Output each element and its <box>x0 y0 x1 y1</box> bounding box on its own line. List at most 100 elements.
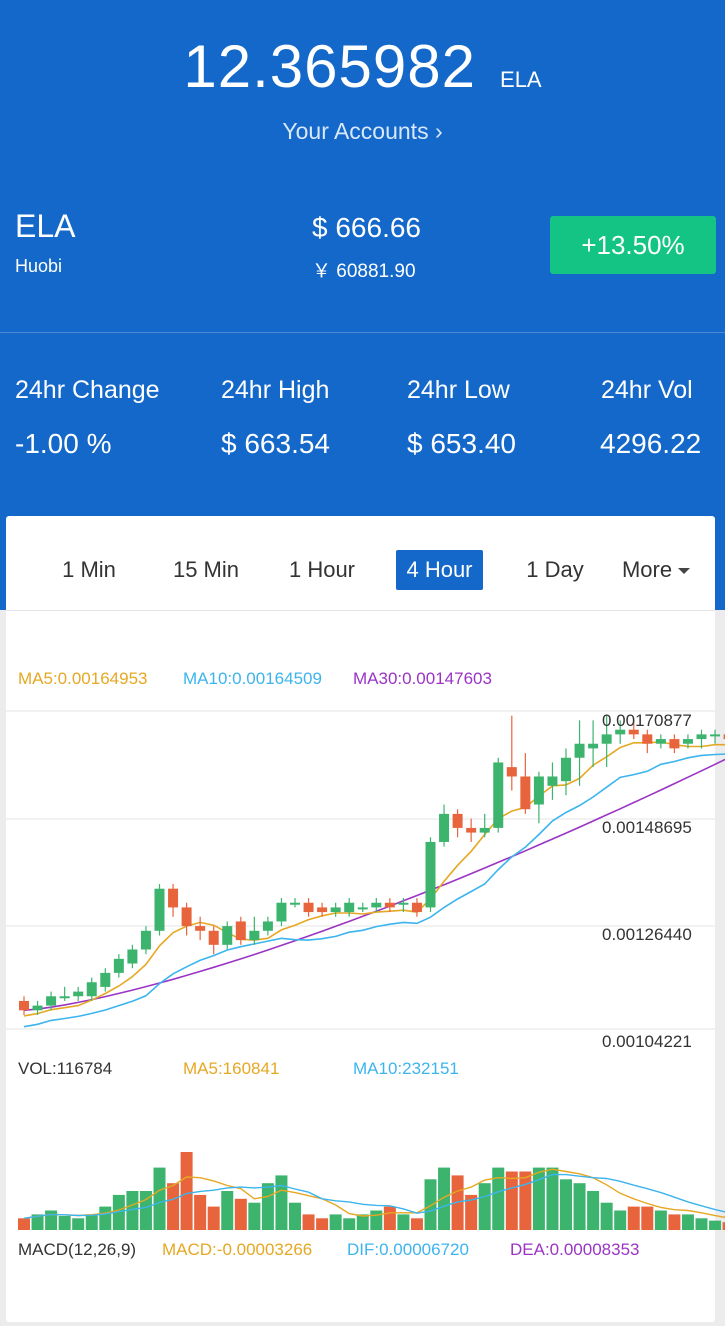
histogram-bar <box>58 1215 71 1230</box>
candle-body <box>317 907 328 913</box>
candle-body <box>411 902 422 913</box>
candle-body <box>601 734 612 744</box>
price-tick-1: 0.00170877 <box>602 711 692 730</box>
candle-body <box>140 930 151 950</box>
candle-body <box>127 949 138 964</box>
histogram-bar <box>519 1171 532 1230</box>
ma30-label: MA30:0.00147603 <box>353 669 492 688</box>
ma10-label: MA10:0.00164509 <box>183 669 322 688</box>
histogram-bar <box>261 1183 274 1230</box>
candle-body <box>655 739 666 744</box>
histogram-bar <box>532 1167 545 1230</box>
dif-label: DIF:0.00006720 <box>347 1240 469 1259</box>
tab-1-min[interactable]: 1 Min <box>62 557 116 582</box>
histogram-bar <box>451 1175 464 1230</box>
candle-body <box>100 972 111 987</box>
candle-body <box>710 734 721 737</box>
tab-more[interactable]: More <box>618 550 694 590</box>
histogram-bar <box>410 1218 423 1230</box>
histogram-bar <box>681 1214 694 1230</box>
histogram-bar <box>654 1210 667 1230</box>
candle-body <box>493 762 504 828</box>
header-panel <box>0 0 725 610</box>
histogram-bar <box>234 1198 247 1230</box>
candle-body <box>86 982 97 997</box>
histogram-bar <box>627 1206 640 1230</box>
interval-tabs: 1 Min 15 Min 1 Hour 4 Hour 1 Day More <box>6 516 715 611</box>
price-tick-3: 0.00126440 <box>602 925 692 944</box>
histogram-bar <box>709 1220 722 1230</box>
price-cny: ￥ 60881.90 <box>312 261 416 282</box>
candle-body <box>181 907 192 927</box>
histogram-bar <box>546 1167 559 1230</box>
histogram-bar <box>275 1175 288 1230</box>
candle-body <box>561 757 571 782</box>
tab-4-hour[interactable]: 4 Hour <box>396 550 483 590</box>
candle-body <box>682 739 693 744</box>
histogram-bar <box>221 1191 234 1230</box>
candle-body <box>398 902 409 905</box>
histogram-bar <box>397 1214 410 1230</box>
histogram-bar <box>465 1194 478 1230</box>
histogram-bar <box>492 1167 505 1230</box>
histogram-bar <box>587 1191 600 1230</box>
macd-value-label: MACD:-0.00003266 <box>162 1240 313 1259</box>
balance: 12.365982 ELA <box>0 32 725 101</box>
histogram-bar <box>72 1218 85 1230</box>
candle-body <box>425 841 436 908</box>
candle-body <box>154 888 165 931</box>
histogram-bar <box>153 1167 166 1230</box>
candle-body <box>574 743 585 758</box>
histogram-bar <box>99 1206 112 1230</box>
histogram-bar <box>560 1179 572 1230</box>
histogram-bar <box>356 1214 369 1230</box>
histogram-bar <box>329 1214 342 1230</box>
exchange-name: Huobi <box>15 256 63 276</box>
balance-amount: 12.365982 <box>183 33 477 100</box>
coin-symbol: ELA <box>15 208 76 244</box>
histogram-bar <box>126 1191 139 1230</box>
tab-15-min[interactable]: 15 Min <box>172 557 240 582</box>
vol-ma5-label: MA5:160841 <box>183 1059 280 1078</box>
candle-body <box>669 739 680 749</box>
candle-body <box>222 926 233 945</box>
candle-body <box>723 734 725 740</box>
histogram-bar <box>18 1218 30 1230</box>
candle-body <box>235 921 246 941</box>
histogram-bar <box>167 1183 180 1230</box>
candle-body <box>588 743 599 749</box>
histogram-bar <box>85 1214 98 1230</box>
stat-high-value: $ 663.54 <box>221 428 330 459</box>
candle-body <box>195 926 206 931</box>
tab-1-hour[interactable]: 1 Hour <box>288 557 356 582</box>
ma5-line <box>23 741 725 1017</box>
your-accounts-link[interactable]: Your Accounts › <box>282 118 443 144</box>
balance-unit: ELA <box>500 67 542 92</box>
candle-body <box>113 958 124 973</box>
candle-body <box>479 827 490 833</box>
ma5-label: MA5:0.00164953 <box>18 669 148 688</box>
stat-low-value: $ 653.40 <box>407 428 516 459</box>
dif-line <box>23 1168 725 1219</box>
price-tick-2: 0.00148695 <box>602 818 692 837</box>
histogram-bar <box>343 1218 356 1230</box>
stat-vol-label: 24hr Vol <box>601 376 693 404</box>
dea-label: DEA:0.00008353 <box>510 1240 640 1259</box>
histogram-bar <box>695 1218 708 1230</box>
chevron-down-icon <box>678 568 691 575</box>
candle-body <box>357 907 368 910</box>
tab-1-day[interactable]: 1 Day <box>526 557 584 582</box>
histogram-bar <box>316 1218 329 1230</box>
histogram-bar <box>180 1152 193 1230</box>
candle-body <box>59 996 70 999</box>
candle-body <box>506 767 517 777</box>
candle-body <box>452 813 463 828</box>
histogram-bar <box>438 1167 451 1230</box>
candle-body <box>371 902 382 908</box>
candle-body <box>642 734 653 744</box>
histogram-bar <box>478 1183 491 1230</box>
change-percent-button[interactable]: +13.50% <box>550 216 716 274</box>
candle-body <box>73 991 84 997</box>
candle-body <box>384 902 395 908</box>
